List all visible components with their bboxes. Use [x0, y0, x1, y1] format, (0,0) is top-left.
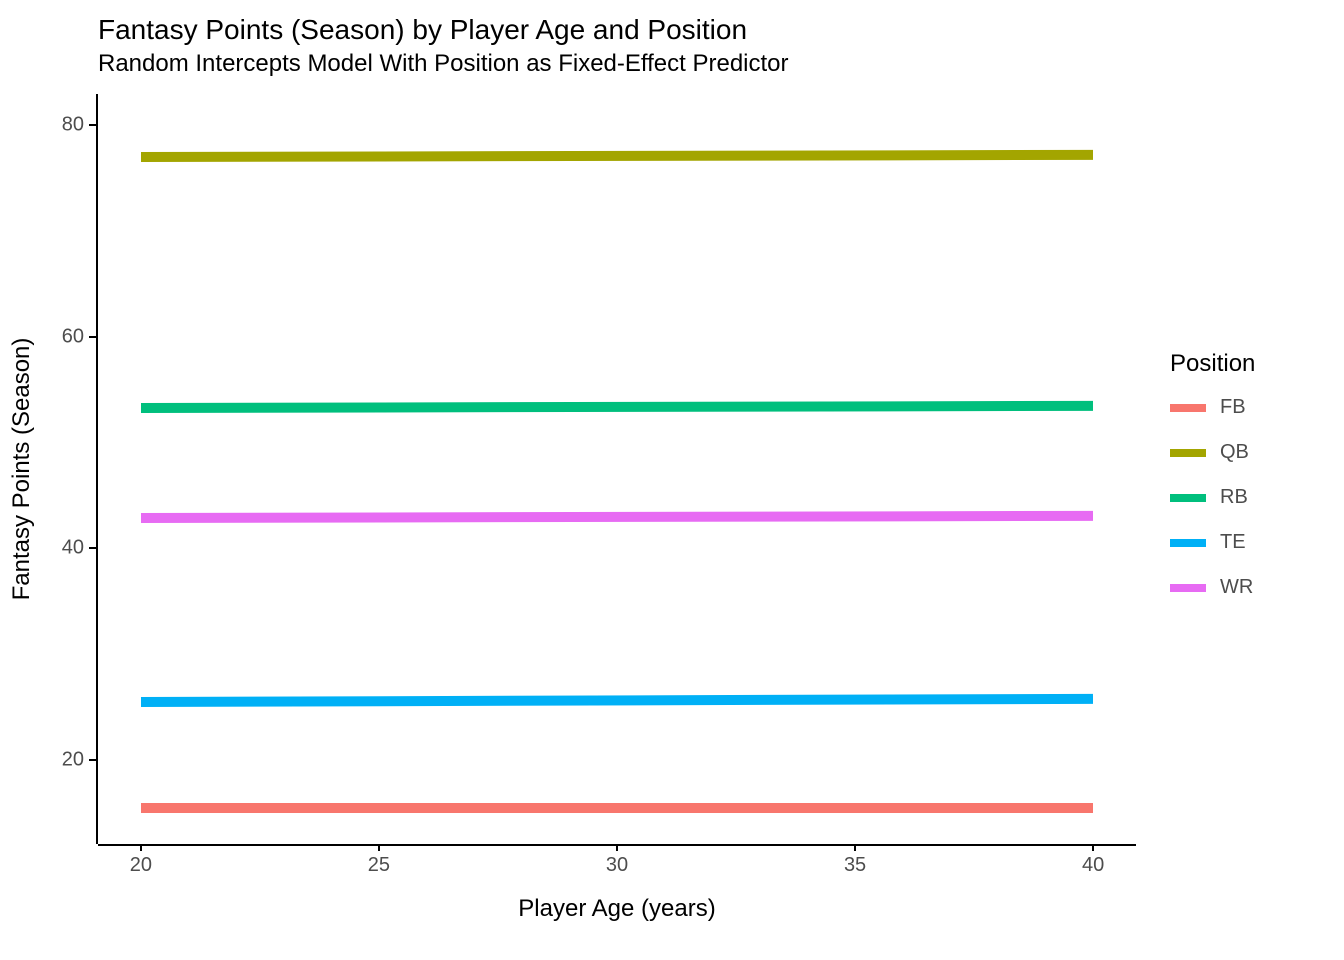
series-line-wr — [141, 511, 1093, 523]
legend-item-qb: QB — [1170, 441, 1255, 464]
y-tick-label: 40 — [62, 537, 84, 560]
legend-label: QB — [1220, 441, 1249, 464]
y-tick — [89, 336, 96, 338]
y-tick-label: 80 — [62, 113, 84, 136]
x-tick-label: 40 — [1082, 854, 1104, 877]
plot-area: 202530354020406080 — [98, 94, 1136, 844]
x-tick-label: 25 — [368, 854, 390, 877]
x-tick-label: 20 — [130, 854, 152, 877]
legend-label: WR — [1220, 576, 1253, 599]
chart-container: Fantasy Points (Season) by Player Age an… — [0, 0, 1344, 960]
x-tick-label: 30 — [606, 854, 628, 877]
chart-subtitle: Random Intercepts Model With Position as… — [98, 50, 789, 78]
y-axis-line — [96, 94, 98, 844]
legend-label: FB — [1220, 396, 1246, 419]
y-tick — [89, 124, 96, 126]
y-tick-label: 20 — [62, 749, 84, 772]
x-tick — [616, 844, 618, 851]
y-axis-title: Fantasy Points (Season) — [8, 338, 36, 601]
legend-label: RB — [1220, 486, 1248, 509]
series-line-qb — [141, 150, 1093, 162]
legend-title: Position — [1170, 350, 1255, 378]
chart-title: Fantasy Points (Season) by Player Age an… — [98, 14, 747, 46]
legend-swatch-te — [1170, 539, 1206, 547]
legend-swatch-rb — [1170, 494, 1206, 502]
legend-item-rb: RB — [1170, 486, 1255, 509]
legend-item-wr: WR — [1170, 576, 1255, 599]
y-tick — [89, 547, 96, 549]
legend-swatch-fb — [1170, 404, 1206, 412]
x-tick — [140, 844, 142, 851]
series-line-rb — [141, 400, 1093, 412]
x-tick — [854, 844, 856, 851]
legend-item-fb: FB — [1170, 396, 1255, 419]
x-tick — [1092, 844, 1094, 851]
series-line-te — [141, 694, 1093, 707]
legend-label: TE — [1220, 531, 1246, 554]
legend: Position FB QB RB TE WR — [1170, 350, 1255, 621]
x-tick-label: 35 — [844, 854, 866, 877]
x-axis-title: Player Age (years) — [518, 895, 715, 923]
series-line-fb — [141, 803, 1093, 813]
x-tick — [378, 844, 380, 851]
legend-swatch-qb — [1170, 449, 1206, 457]
legend-swatch-wr — [1170, 584, 1206, 592]
legend-item-te: TE — [1170, 531, 1255, 554]
y-tick-label: 60 — [62, 325, 84, 348]
y-tick — [89, 759, 96, 761]
